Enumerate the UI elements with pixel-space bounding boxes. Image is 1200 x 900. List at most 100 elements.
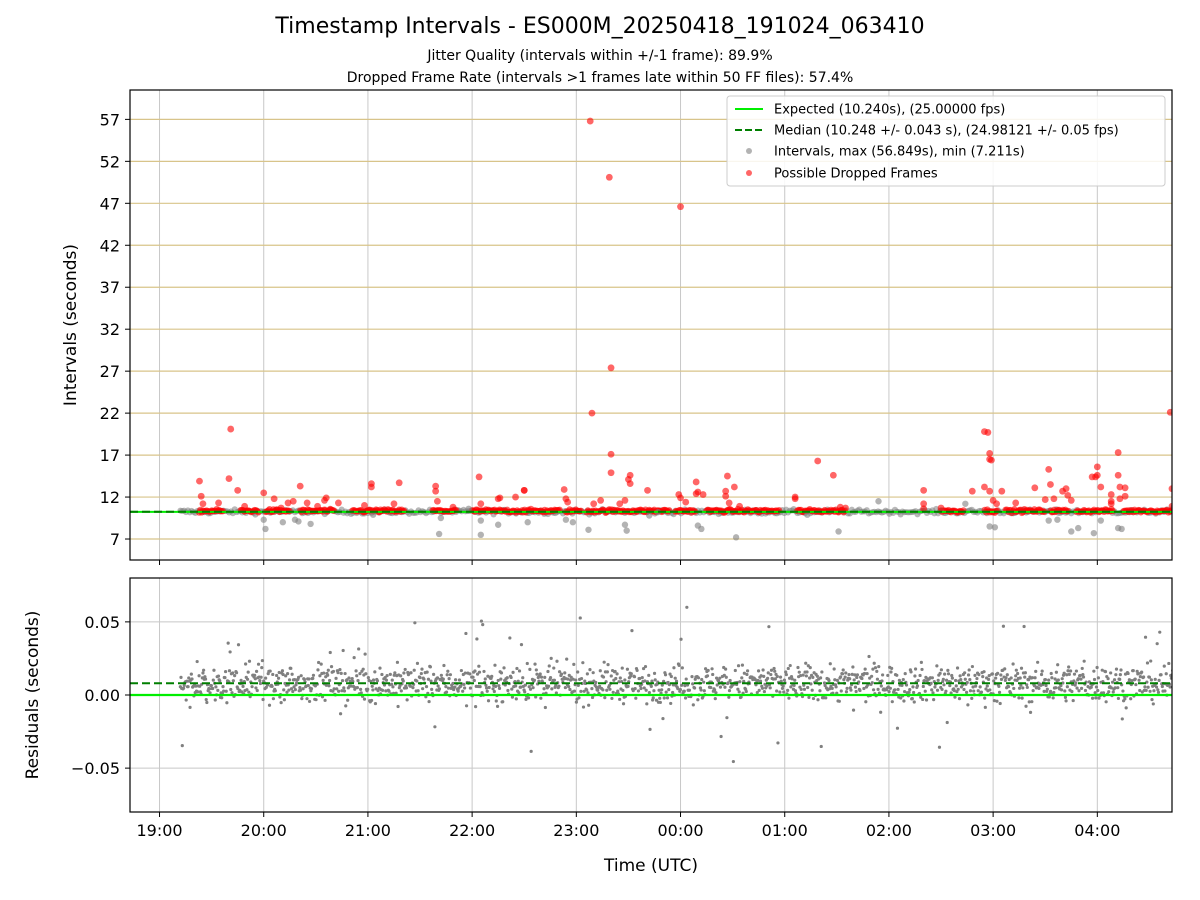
residual-point [1039, 672, 1044, 677]
dropped-frame-point [937, 504, 945, 512]
dropped-frame-point [197, 492, 205, 500]
residual-point [660, 688, 664, 692]
residual-point [952, 689, 956, 693]
residual-point [854, 689, 858, 694]
residual-point [798, 673, 803, 678]
residual-point [696, 698, 700, 702]
residual-point [327, 684, 331, 688]
residual-point [605, 670, 609, 674]
residual-point [568, 687, 572, 692]
residual-point [849, 688, 853, 692]
residual-point [205, 700, 209, 705]
residual-point [366, 687, 370, 691]
residual-point [1167, 661, 1171, 666]
interval-point [1045, 517, 1052, 524]
residual-point [422, 677, 426, 681]
residual-point [311, 676, 315, 680]
residual-point [204, 697, 208, 702]
residual-point [663, 673, 668, 677]
residual-point [1100, 668, 1104, 672]
residual-point [1028, 710, 1033, 714]
residual-point [974, 684, 978, 688]
dropped-frame-point [1047, 481, 1054, 488]
residual-point [223, 669, 228, 674]
residual-point [924, 698, 929, 702]
residual-point [982, 670, 986, 674]
residual-point [1040, 669, 1044, 673]
residual-point [642, 686, 646, 690]
residual-point [1093, 691, 1097, 695]
residual-point [768, 686, 772, 690]
residual-point [291, 689, 295, 694]
residual-point [391, 685, 395, 689]
residual-point [463, 686, 467, 690]
residual-point [958, 674, 962, 678]
residual-point [220, 696, 224, 700]
residual-point [576, 683, 580, 687]
residual-point [657, 688, 661, 692]
residual-point [742, 679, 746, 683]
residual-point [802, 683, 806, 687]
interval-point [835, 528, 842, 535]
residual-point [550, 687, 554, 691]
residual-point [652, 671, 657, 676]
dropped-frame-point [1067, 497, 1075, 504]
residual-point [684, 677, 688, 681]
residual-point [552, 666, 556, 670]
residual-point [938, 671, 942, 675]
residual-point [636, 689, 641, 693]
dropped-frame-point [616, 500, 624, 508]
residual-point [335, 687, 339, 691]
residual-point [923, 689, 927, 693]
residual-point [395, 660, 400, 664]
dropped-frame-point [692, 478, 700, 486]
residual-point [572, 689, 577, 693]
residual-point [340, 689, 344, 693]
residual-point [893, 688, 897, 692]
residual-point [759, 674, 763, 678]
residual-point [1149, 659, 1153, 663]
residual-point [727, 695, 731, 699]
residual-point [722, 673, 726, 677]
residual-point [724, 675, 728, 679]
residual-point [1109, 686, 1113, 690]
residual-point [1063, 689, 1067, 693]
residual-point [459, 668, 463, 673]
residual-point [1116, 686, 1120, 690]
residual-point [359, 691, 363, 695]
residual-point [309, 687, 314, 691]
residual-point [860, 676, 864, 681]
residual-point [635, 668, 639, 673]
residual-point [334, 676, 338, 680]
residual-point [659, 691, 663, 695]
dropped-frame-point [722, 492, 730, 500]
residual-point [195, 659, 199, 664]
dropped-frame-point [626, 480, 634, 488]
residual-point [808, 666, 812, 670]
residual-point [649, 684, 653, 689]
residual-point [554, 683, 558, 687]
residual-point [879, 710, 883, 714]
residual-point [572, 662, 576, 666]
residual-point [769, 668, 774, 672]
interval-point [494, 521, 502, 528]
residual-point [239, 678, 243, 683]
residual-point [621, 702, 626, 706]
residual-point [671, 690, 675, 695]
legend-entry: Possible Dropped Frames [774, 167, 938, 182]
residual-point [782, 678, 787, 682]
residual-point [497, 684, 501, 688]
residual-point [1094, 696, 1098, 700]
residual-point [731, 759, 735, 764]
residual-point [936, 678, 940, 682]
top-ytick-label: 47 [100, 194, 120, 213]
residual-point [1145, 680, 1149, 684]
residual-point [427, 699, 431, 704]
residuals-plot: 0.05 0.00 −0.05 19:00 20:00 21:00 22:00 23:00 00… [23, 577, 1173, 876]
residual-point [587, 703, 591, 707]
residual-point [835, 678, 839, 683]
residual-point [873, 666, 878, 670]
residual-point [617, 680, 621, 684]
legend-entry: Median (10.248 +/- 0.043 s), (24.98121 +… [774, 124, 1119, 139]
